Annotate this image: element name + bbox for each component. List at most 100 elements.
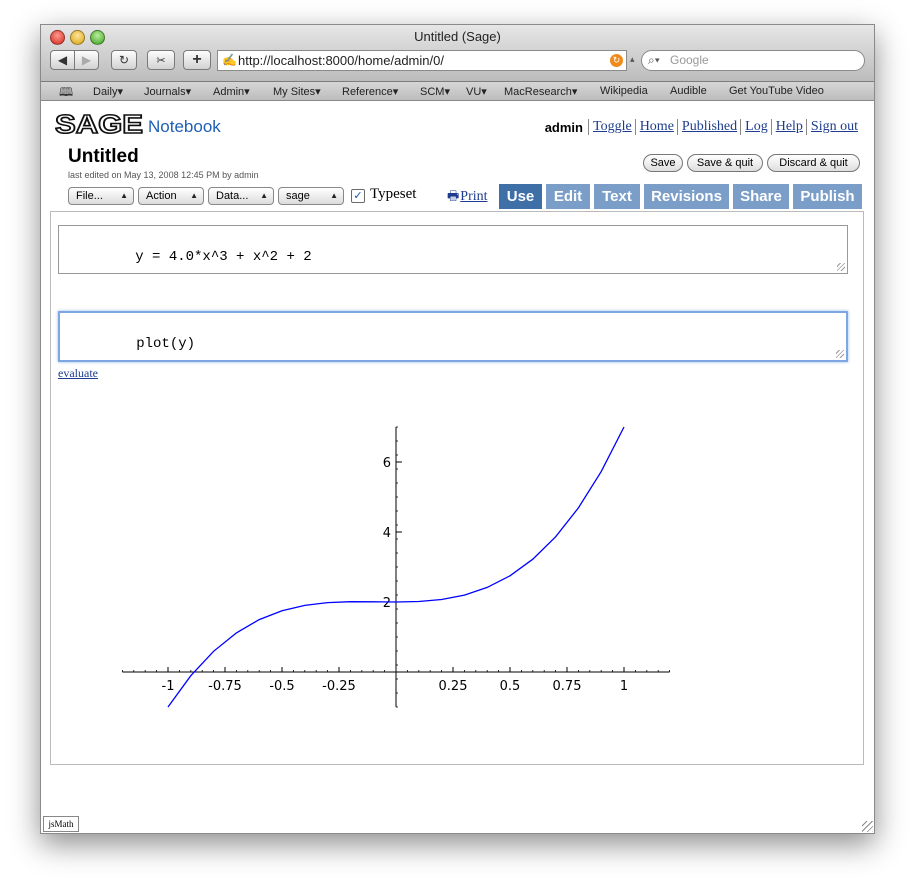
data-point xyxy=(578,507,579,508)
tab-edit[interactable]: Edit xyxy=(546,184,590,209)
tab-text[interactable]: Text xyxy=(594,184,640,209)
bookmark-my-sites[interactable]: My Sites▾ xyxy=(273,86,321,98)
snapback-button[interactable]: ✂ xyxy=(147,50,175,70)
evaluate-link[interactable]: evaluate xyxy=(58,366,98,380)
action-menu-select[interactable]: Action ▲ xyxy=(138,187,204,205)
home-link[interactable]: Home xyxy=(634,119,677,135)
save-button[interactable]: Save xyxy=(643,154,683,172)
data-point xyxy=(555,536,556,537)
data-point xyxy=(509,575,510,576)
bookmark-daily[interactable]: Daily▾ xyxy=(93,86,123,98)
plot-output: -1 -0.75 -0.5 -0.25 0.25 0.5 0.75 1 2 4 6 xyxy=(121,426,670,708)
bookmark-audible[interactable]: Audible xyxy=(670,85,707,97)
search-placeholder: Google xyxy=(670,53,709,67)
input-cell-1[interactable]: y = 4.0*x^3 + x^2 + 2 xyxy=(58,225,848,274)
resize-grip-icon[interactable] xyxy=(837,263,845,271)
minimize-window-button[interactable] xyxy=(70,30,85,45)
window-resize-grip-icon[interactable] xyxy=(862,821,873,832)
published-link[interactable]: Published xyxy=(676,119,740,135)
bookmark-vu[interactable]: VU▾ xyxy=(466,86,487,98)
bookmark-wikipedia[interactable]: Wikipedia xyxy=(600,85,648,97)
checkmark-icon: ✓ xyxy=(353,190,363,202)
file-menu-select[interactable]: File... ▲ xyxy=(68,187,134,205)
action-menu-value: Action xyxy=(146,190,177,202)
bookmark-journals[interactable]: Journals▾ xyxy=(144,86,192,98)
x-tick-label: -0.75 xyxy=(208,679,242,694)
magnifier-icon: ⌕▾ xyxy=(648,53,660,67)
bookmark-macresearch[interactable]: MacResearch▾ xyxy=(504,86,578,98)
url-resize-handle[interactable]: ▴ xyxy=(630,54,635,64)
search-field[interactable]: ⌕▾ Google xyxy=(641,50,865,71)
url-text: http://localhost:8000/home/admin/0/ xyxy=(238,53,444,68)
typeset-checkbox[interactable]: ✓ xyxy=(351,189,365,203)
open-book-icon[interactable]: 🕮 xyxy=(59,85,74,99)
reload-button[interactable]: ↻ xyxy=(111,50,137,70)
address-bar[interactable]: ✍ http://localhost:8000/home/admin/0/ ↻ xyxy=(217,50,627,71)
jsmath-button[interactable]: jsMath xyxy=(43,816,79,832)
bookmarks-bar: 🕮 Daily▾ Journals▾ Admin▾ My Sites▾ Refe… xyxy=(41,82,874,101)
help-link[interactable]: Help xyxy=(770,119,806,135)
user-links: admin Toggle Home Published Log Help Sig… xyxy=(545,119,861,135)
data-point xyxy=(281,610,282,611)
bookmark-admin[interactable]: Admin▾ xyxy=(213,86,250,98)
data-point xyxy=(236,632,237,633)
plot-curve xyxy=(167,426,625,708)
sage-notebook-page: SAGE Notebook admin Toggle Home Publishe… xyxy=(41,101,874,833)
resize-grip-icon[interactable] xyxy=(836,350,844,358)
bookmark-scm[interactable]: SCM▾ xyxy=(420,86,450,98)
toggle-link[interactable]: Toggle xyxy=(588,119,635,135)
worksheet-title[interactable]: Untitled xyxy=(68,146,139,167)
y-tick-label: 6 xyxy=(383,456,391,471)
data-point xyxy=(213,651,214,652)
y-tick-label: 2 xyxy=(383,596,391,611)
tab-share[interactable]: Share xyxy=(733,184,789,209)
x-tick-label: 0.75 xyxy=(553,679,582,694)
site-icon: ✍ xyxy=(222,53,237,67)
notebook-label: Notebook xyxy=(148,117,221,136)
data-point xyxy=(167,706,168,707)
bookmark-get-youtube-video[interactable]: Get YouTube Video xyxy=(729,85,824,97)
file-menu-value: File... xyxy=(76,190,103,202)
data-menu-select[interactable]: Data... ▲ xyxy=(208,187,274,205)
data-point xyxy=(350,601,351,602)
input-cell-2[interactable]: plot(y) xyxy=(58,311,848,362)
data-point xyxy=(601,471,602,472)
x-tick-label: 0.5 xyxy=(500,679,521,694)
data-point xyxy=(190,675,191,676)
browser-window: Untitled (Sage) ◀ ▶ ↻ ✂ + ✍ http://local… xyxy=(40,24,875,834)
data-point xyxy=(487,587,488,588)
tab-use[interactable]: Use xyxy=(499,184,542,209)
sage-logo: SAGE xyxy=(55,114,144,136)
x-tick-label: -0.5 xyxy=(269,679,294,694)
system-select-value: sage xyxy=(286,190,310,202)
updown-arrow-icon: ▲ xyxy=(260,191,268,200)
svg-text:SAGE: SAGE xyxy=(55,114,143,136)
add-bookmark-button[interactable]: + xyxy=(183,50,211,70)
tab-revisions[interactable]: Revisions xyxy=(644,184,729,209)
bookmark-reference[interactable]: Reference▾ xyxy=(342,86,399,98)
data-point xyxy=(464,594,465,595)
typeset-label: Typeset xyxy=(370,186,417,202)
close-window-button[interactable] xyxy=(50,30,65,45)
data-point xyxy=(373,601,374,602)
cell-1-code: y = 4.0*x^3 + x^2 + 2 xyxy=(135,249,312,265)
zoom-window-button[interactable] xyxy=(90,30,105,45)
back-button[interactable]: ◀ xyxy=(50,50,75,70)
system-select[interactable]: sage ▲ xyxy=(278,187,344,205)
tab-publish[interactable]: Publish xyxy=(793,184,862,209)
forward-button[interactable]: ▶ xyxy=(74,50,99,70)
plus-icon: + xyxy=(192,51,202,68)
last-edited-text: last edited on May 13, 2008 12:45 PM by … xyxy=(68,170,259,180)
log-link[interactable]: Log xyxy=(740,119,771,135)
save-quit-button[interactable]: Save & quit xyxy=(687,154,763,172)
y-tick-label: 4 xyxy=(383,526,391,541)
print-link[interactable]: 🖶Print xyxy=(447,187,488,209)
back-arrow-icon: ◀ xyxy=(57,53,68,67)
rss-icon[interactable]: ↻ xyxy=(610,54,623,67)
data-point xyxy=(327,602,328,603)
sign-out-link[interactable]: Sign out xyxy=(805,119,861,135)
x-tick-label: -0.25 xyxy=(322,679,356,694)
discard-quit-button[interactable]: Discard & quit xyxy=(767,154,860,172)
data-menu-value: Data... xyxy=(216,190,249,202)
username: admin xyxy=(544,119,583,135)
